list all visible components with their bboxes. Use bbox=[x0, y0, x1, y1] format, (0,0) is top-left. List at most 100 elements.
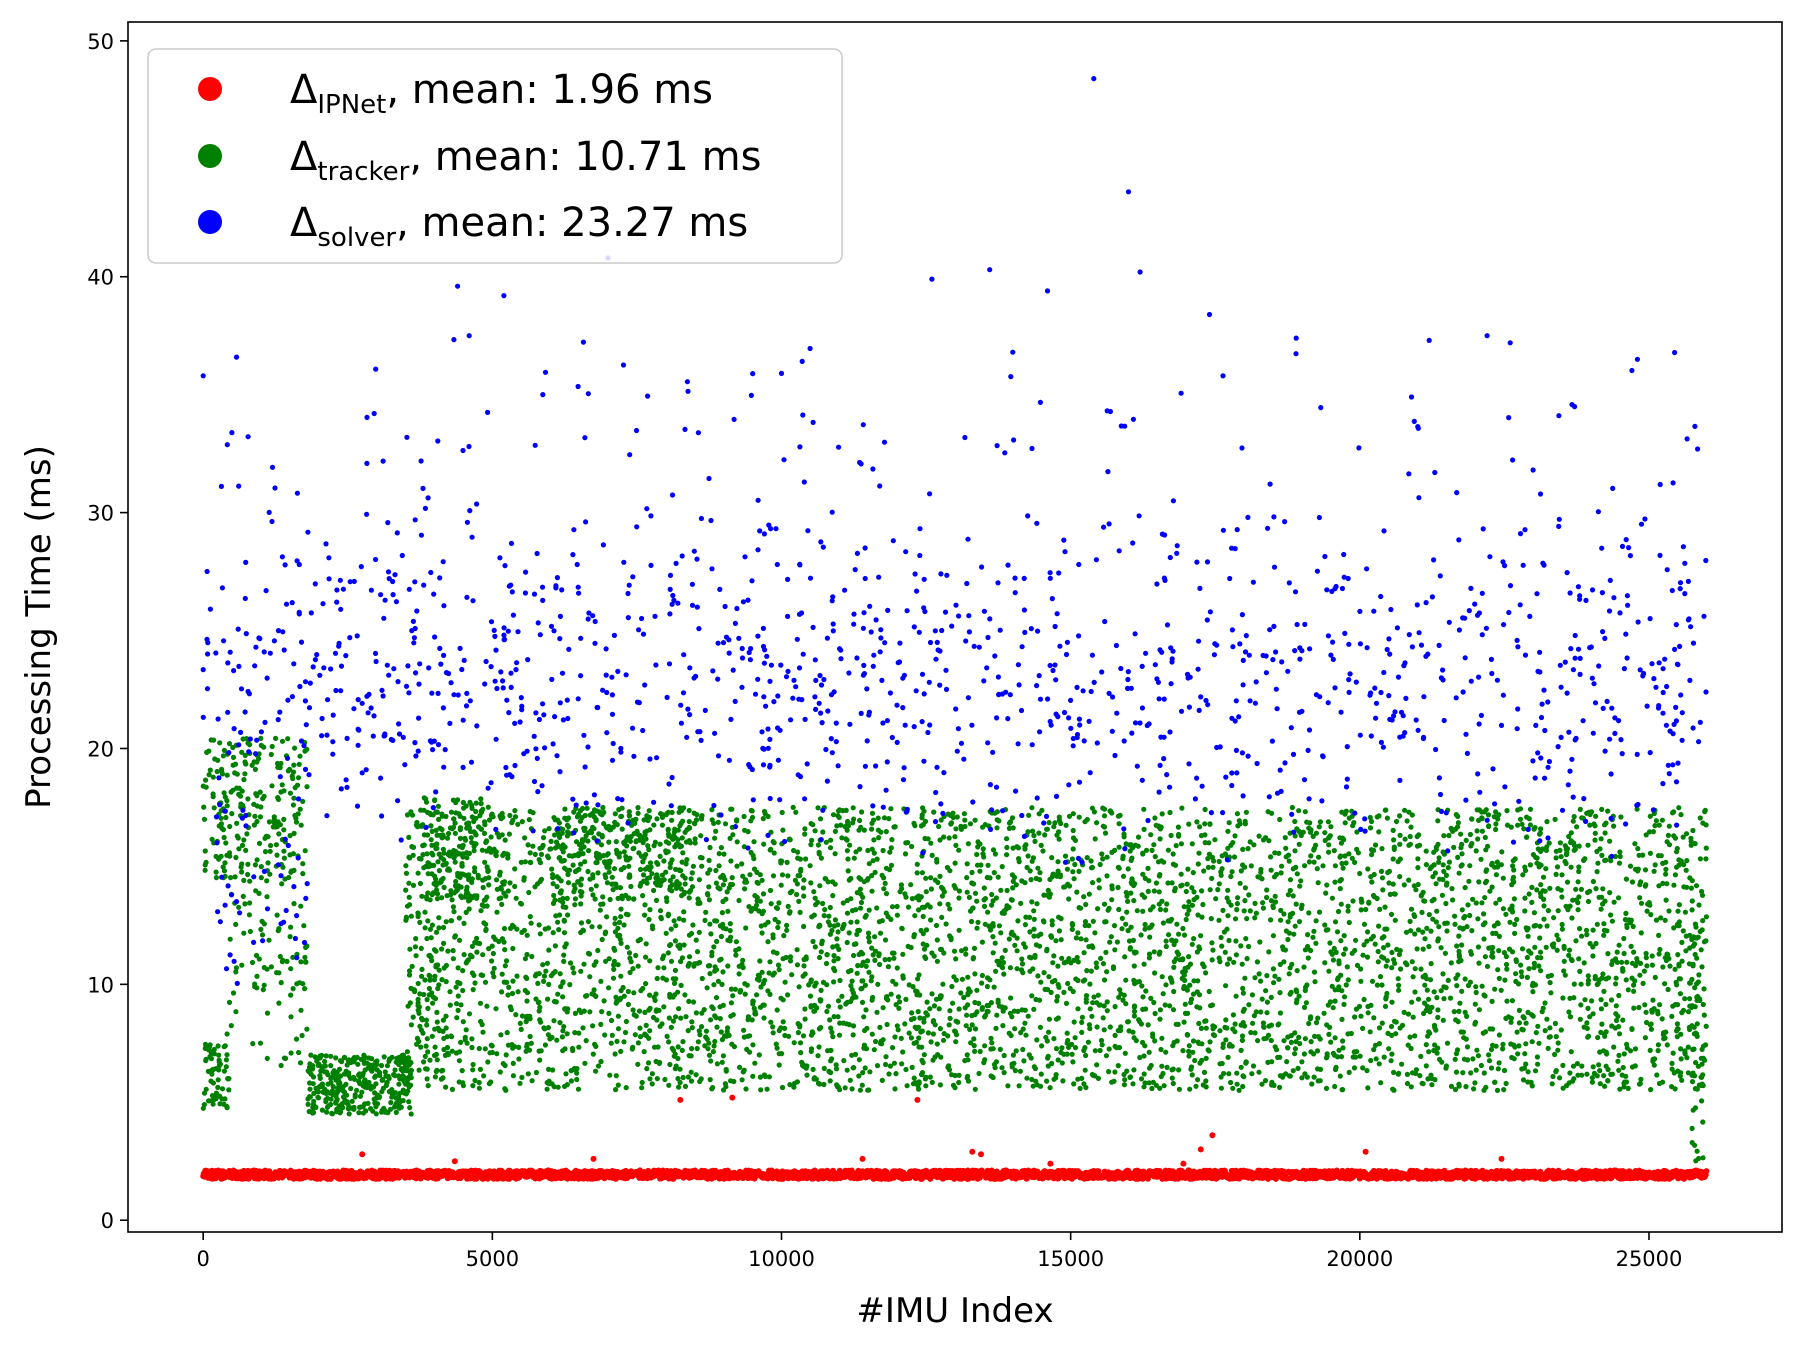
tracker-point bbox=[1456, 933, 1462, 939]
tracker-point bbox=[1332, 919, 1339, 925]
tracker-point bbox=[1025, 829, 1031, 835]
tracker-point bbox=[1625, 987, 1631, 993]
tracker-point bbox=[1009, 929, 1015, 935]
tracker-point bbox=[1505, 1014, 1512, 1020]
tracker-point bbox=[1599, 1021, 1605, 1027]
tracker-point bbox=[1123, 921, 1129, 927]
tracker-point bbox=[470, 987, 476, 993]
tracker-point bbox=[706, 897, 713, 903]
tracker-point bbox=[616, 919, 623, 926]
tracker-point bbox=[620, 984, 626, 991]
tracker-point bbox=[893, 1071, 899, 1077]
tracker-point bbox=[1301, 1004, 1308, 1011]
tracker-point bbox=[1637, 1080, 1643, 1087]
tracker-point bbox=[1329, 895, 1335, 901]
tracker-point bbox=[299, 1032, 305, 1039]
tracker-point bbox=[247, 742, 253, 748]
tracker-point bbox=[1571, 814, 1577, 820]
tracker-point bbox=[406, 1099, 412, 1105]
tracker-point bbox=[463, 1027, 469, 1033]
tracker-point bbox=[1523, 1020, 1529, 1026]
tracker-point bbox=[1101, 824, 1108, 830]
tracker-point bbox=[862, 1065, 868, 1071]
tracker-point bbox=[600, 901, 606, 907]
tracker-point bbox=[1069, 1051, 1075, 1057]
tracker-point bbox=[1674, 1021, 1680, 1027]
tracker-point bbox=[424, 1076, 430, 1082]
tracker-point bbox=[1629, 960, 1636, 966]
tracker-point bbox=[736, 946, 742, 952]
tracker-point bbox=[1145, 888, 1151, 895]
tracker-point bbox=[798, 866, 804, 873]
tracker-point bbox=[1340, 1087, 1346, 1093]
tracker-point bbox=[934, 859, 940, 865]
tracker-point bbox=[1014, 844, 1020, 850]
tracker-point bbox=[1193, 1083, 1199, 1089]
tracker-point bbox=[1001, 1052, 1007, 1059]
tracker-point bbox=[1689, 898, 1695, 904]
tracker-point bbox=[250, 1041, 256, 1047]
tracker-point bbox=[269, 783, 275, 789]
tracker-point bbox=[1331, 848, 1337, 854]
tracker-point bbox=[905, 904, 912, 910]
tracker-point bbox=[363, 1108, 369, 1114]
tracker-point bbox=[1178, 871, 1184, 877]
tracker-point bbox=[1264, 999, 1270, 1005]
tracker-point bbox=[1190, 1038, 1197, 1044]
tracker-point bbox=[1010, 885, 1016, 891]
tracker-point bbox=[1257, 939, 1263, 945]
tracker-point bbox=[937, 901, 943, 907]
tracker-point bbox=[1605, 1078, 1611, 1084]
tracker-point bbox=[505, 992, 511, 998]
tracker-point bbox=[293, 815, 299, 822]
tracker-point bbox=[952, 1028, 958, 1034]
tracker-point bbox=[1260, 900, 1266, 906]
tracker-point bbox=[794, 881, 801, 887]
tracker-point bbox=[1323, 927, 1329, 933]
tracker-point bbox=[612, 921, 618, 927]
tracker-point bbox=[1616, 860, 1623, 866]
tracker-point bbox=[1139, 892, 1145, 898]
tracker-point bbox=[343, 1068, 349, 1074]
tracker-point bbox=[882, 937, 889, 943]
tracker-point bbox=[1156, 823, 1162, 829]
tracker-point bbox=[1545, 1045, 1551, 1051]
tracker-point bbox=[1047, 1085, 1053, 1091]
tracker-point bbox=[834, 1082, 840, 1088]
tracker-point bbox=[1557, 840, 1563, 846]
tracker-point bbox=[576, 1044, 582, 1050]
tracker-point bbox=[1615, 1058, 1621, 1064]
tracker-point bbox=[1522, 1051, 1528, 1057]
tracker-point bbox=[1434, 908, 1440, 914]
tracker-point bbox=[1030, 828, 1036, 834]
tracker-point bbox=[561, 918, 568, 924]
tracker-point bbox=[1578, 981, 1584, 987]
tracker-point bbox=[1307, 820, 1313, 826]
tracker-point bbox=[219, 1086, 226, 1092]
tracker-point bbox=[230, 990, 237, 996]
tracker-point bbox=[892, 824, 898, 830]
tracker-point bbox=[1243, 936, 1249, 942]
tracker-point bbox=[670, 976, 676, 982]
tracker-point bbox=[810, 1066, 816, 1072]
tracker-point bbox=[849, 978, 855, 984]
tracker-point bbox=[776, 1051, 782, 1057]
tracker-point bbox=[553, 913, 559, 919]
tracker-point bbox=[490, 970, 496, 976]
tracker-point bbox=[969, 1022, 975, 1028]
tracker-point bbox=[861, 1014, 867, 1020]
tracker-point bbox=[341, 1055, 347, 1061]
tracker-point bbox=[1369, 852, 1375, 858]
tracker-point bbox=[1391, 846, 1397, 853]
tracker-point bbox=[1657, 1002, 1663, 1008]
tracker-point bbox=[1087, 1006, 1093, 1012]
tracker-point bbox=[922, 1076, 929, 1082]
tracker-point bbox=[1028, 1055, 1034, 1061]
tracker-point bbox=[979, 939, 986, 945]
tracker-point bbox=[1397, 856, 1403, 862]
tracker-point bbox=[761, 808, 768, 815]
tracker-point bbox=[1523, 1041, 1529, 1047]
tracker-point bbox=[946, 835, 952, 841]
tracker-point bbox=[1240, 985, 1246, 992]
tracker-point bbox=[1029, 899, 1035, 905]
